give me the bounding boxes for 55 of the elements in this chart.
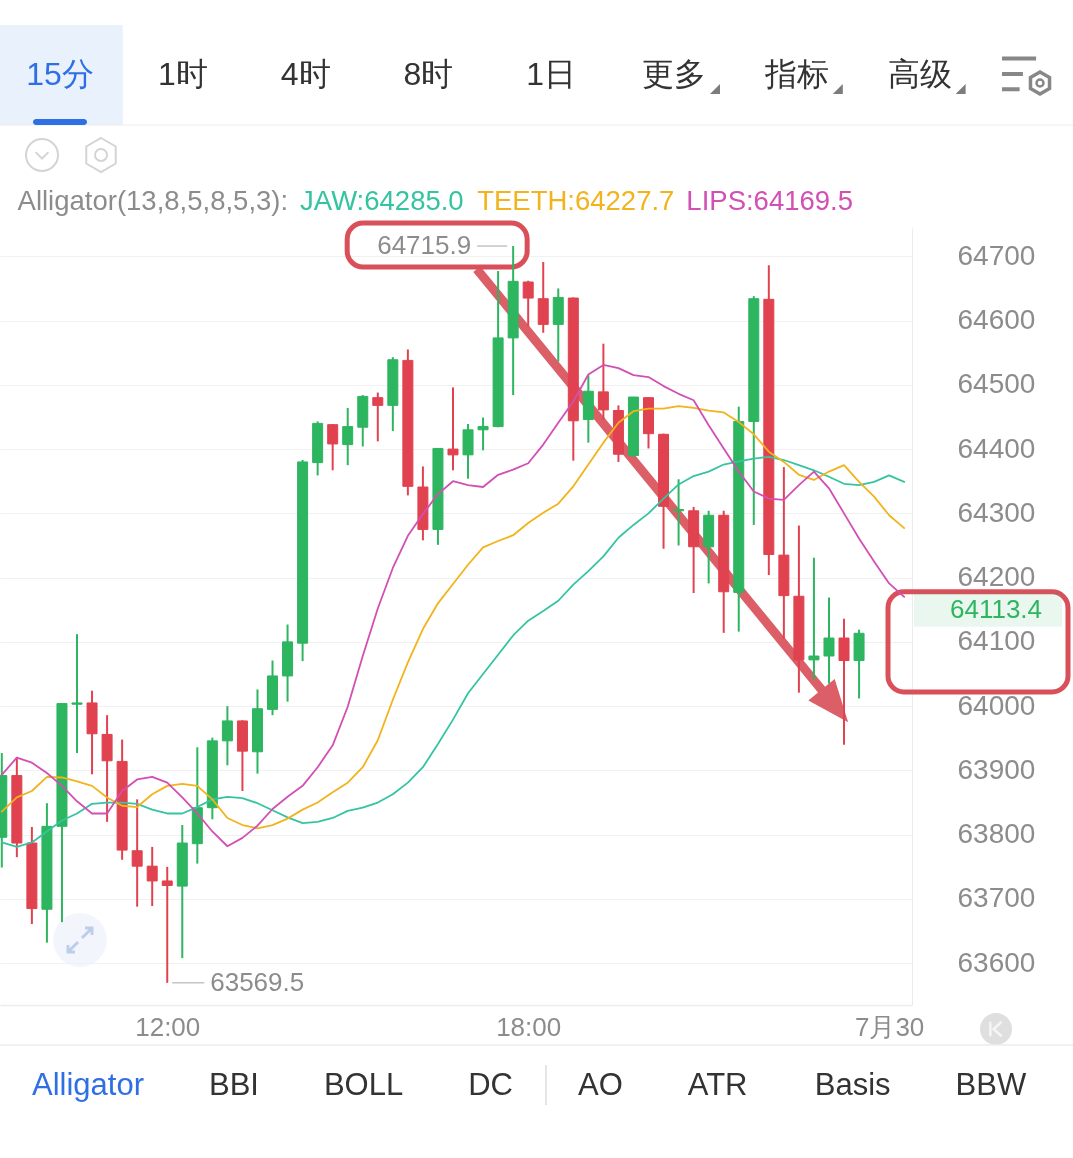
candlestick [327,423,339,472]
text: 4时 [280,56,331,92]
annotation: 64715.9 [377,230,472,261]
y-tick-label: 64600 [957,304,1036,336]
y-tick-label: 64500 [957,368,1036,400]
text: DC [468,1067,513,1102]
y-tick-label: 64000 [957,689,1036,721]
text: 高级 [887,56,952,92]
text: 8时 [403,56,454,92]
candlestick [838,617,850,746]
legend-title: Alligator(13,8,5,8,5,3): [17,185,289,216]
text: BOLL [323,1067,404,1102]
text: BBI [208,1067,259,1102]
text: AO [577,1067,623,1102]
candlestick [161,865,173,984]
candlestick [146,845,158,908]
x-tick-label: 12:00 [135,1011,201,1042]
text: 15分 [26,56,94,92]
text: JAW:64285.0 [300,185,464,216]
text: Basis [814,1067,891,1102]
x-tick-label: 18:00 [496,1011,562,1042]
y-tick-label: 64400 [957,432,1036,464]
text: BBW [955,1067,1027,1102]
text: 更多 [642,56,706,92]
candlestick [372,391,384,443]
candlestick [131,798,143,908]
annotation: 63569.5 [210,966,305,997]
candlestick [823,596,835,685]
text: 1日 [526,56,577,92]
candlestick [71,633,83,755]
candlestick [342,406,354,467]
text: 64113.4 [949,593,1043,624]
y-tick-label: 63800 [957,818,1036,850]
candlestick [597,342,609,421]
y-tick-label: 64700 [957,239,1036,271]
y-tick-label: 64300 [957,496,1036,528]
candlestick [221,705,233,767]
y-tick-label: 63900 [957,753,1036,785]
candlestick [522,279,534,328]
y-tick-label: 63700 [957,882,1036,914]
candlestick [808,556,820,681]
candlestick [447,386,459,472]
y-tick-label: 63600 [957,946,1036,978]
x-tick-label: 7月30 [854,1011,925,1042]
text: ATR [687,1067,748,1102]
y-tick-label: 64200 [957,561,1036,593]
text: LIPS:64169.5 [686,185,854,216]
line-series [0,455,906,848]
candlestick [477,416,489,452]
text: 指标 [763,56,829,92]
text: TEETH:64227.7 [477,185,675,216]
text: Alligator [32,1067,144,1102]
text: 1时 [157,56,208,92]
y-tick-label: 64100 [957,625,1036,657]
candlestick [673,478,685,547]
